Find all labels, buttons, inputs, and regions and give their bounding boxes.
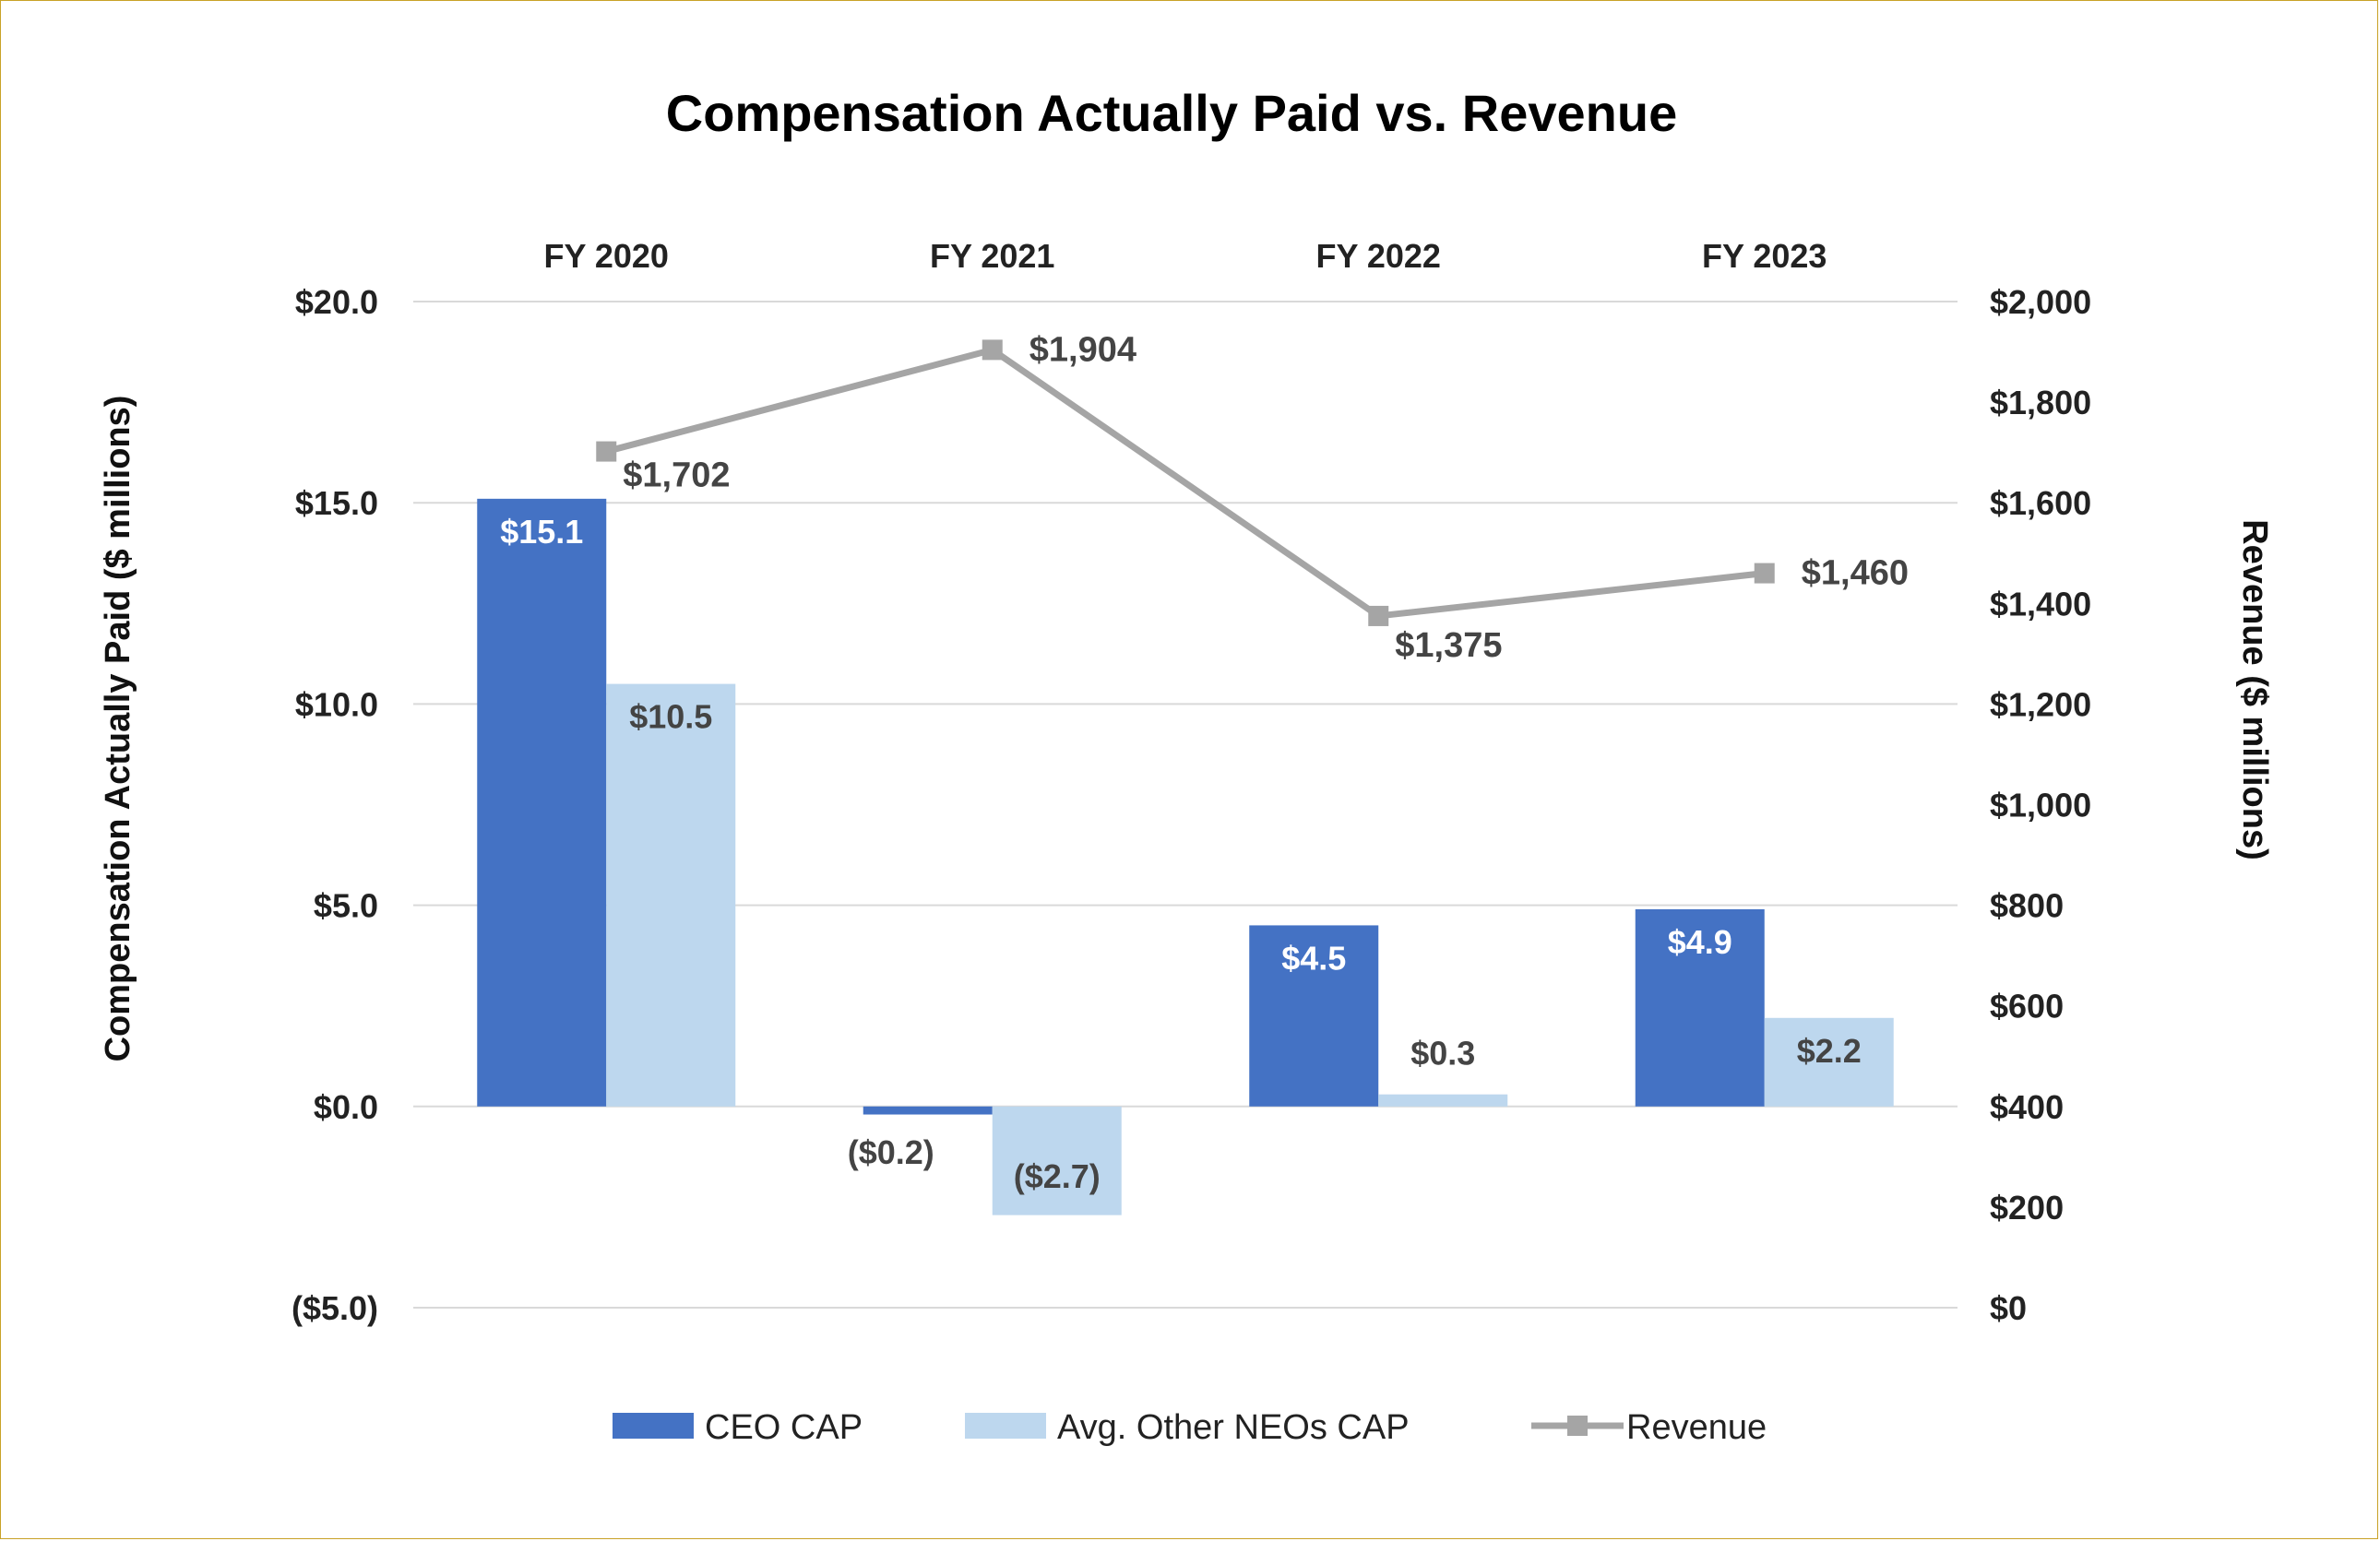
y2-tick-label: $1,400 <box>1990 585 2091 622</box>
y-tick-label: ($5.0) <box>292 1289 378 1327</box>
revenue-data-label: $1,460 <box>1802 554 1909 593</box>
y-tick-label: $5.0 <box>314 887 378 925</box>
y-axis-label: Compensation Actually Paid ($ millions) <box>99 396 137 1062</box>
legend-swatch <box>613 1413 694 1439</box>
bar-data-label: $2.2 <box>1797 1032 1862 1070</box>
right-axis-ticks: $2,000 $1,800 $1,600 $1,400 $1,200 $1,000 $800… <box>1990 283 2091 1327</box>
bar-data-label: ($0.2) <box>848 1133 934 1171</box>
bar-data-label: $4.9 <box>1668 923 1732 961</box>
data-labels: $15.1 ($0.2) $4.5 $4.9 $10.5 ($2.7) $0.3 $2.2 $1… <box>500 330 1909 1194</box>
y2-tick-label: $2,000 <box>1990 283 2091 321</box>
neo-cap-bar <box>606 683 736 1107</box>
y-tick-label: $0.0 <box>314 1088 378 1126</box>
bar-data-label: ($2.7) <box>1014 1157 1101 1195</box>
revenue-marker <box>596 441 617 462</box>
y-tick-label: $15.0 <box>295 484 378 522</box>
legend: CEO CAP Avg. Other NEOs CAP Revenue <box>613 1408 1767 1447</box>
legend-marker <box>1567 1416 1588 1436</box>
y2-tick-label: $1,800 <box>1990 384 2091 421</box>
y2-tick-label: $1,000 <box>1990 787 2091 824</box>
revenue-marker <box>982 339 1003 361</box>
category-label: FY 2022 <box>1316 237 1441 275</box>
bars <box>477 498 1894 1215</box>
legend-label: Avg. Other NEOs CAP <box>1057 1408 1410 1447</box>
y2-tick-label: $0 <box>1990 1289 2027 1327</box>
category-label: FY 2023 <box>1702 237 1827 275</box>
left-axis-ticks: $20.0 $15.0 $10.0 $5.0 $0.0 ($5.0) <box>292 283 378 1327</box>
ceo-cap-bar <box>1635 908 1765 1107</box>
revenue-marker <box>1368 605 1389 626</box>
revenue-data-label: $1,375 <box>1395 626 1502 665</box>
y2-tick-label: $800 <box>1990 887 2064 925</box>
bar-data-label: $0.3 <box>1410 1035 1475 1073</box>
ceo-cap-bar <box>863 1106 993 1115</box>
y2-tick-label: $200 <box>1990 1189 2064 1227</box>
neo-cap-bar <box>1378 1094 1508 1107</box>
category-label: FY 2021 <box>930 237 1054 275</box>
y-tick-label: $10.0 <box>295 685 378 723</box>
neo-cap-bar <box>1764 1017 1894 1107</box>
revenue-marker <box>1754 563 1775 584</box>
legend-label: Revenue <box>1626 1408 1767 1447</box>
revenue-series-line <box>605 346 1766 620</box>
y2-tick-label: $600 <box>1990 988 2064 1025</box>
revenue-data-label: $1,702 <box>623 456 730 495</box>
ceo-cap-bar <box>1249 925 1379 1107</box>
y2-axis-label: Revenue ($ millions) <box>2235 519 2274 860</box>
bar-data-label: $15.1 <box>500 513 583 551</box>
category-labels: FY 2020 FY 2021 FY 2022 FY 2023 <box>544 237 1827 275</box>
y2-tick-label: $400 <box>1990 1088 2064 1126</box>
legend-swatch <box>965 1413 1046 1439</box>
chart-title: Compensation Actually Paid vs. Revenue <box>666 84 1677 142</box>
y-tick-label: $20.0 <box>295 283 378 321</box>
category-label: FY 2020 <box>544 237 669 275</box>
bar-data-label: $10.5 <box>629 698 712 736</box>
legend-label: CEO CAP <box>705 1408 863 1447</box>
revenue-data-label: $1,904 <box>1029 330 1136 369</box>
bar-data-label: $4.5 <box>1281 939 1346 977</box>
y2-tick-label: $1,200 <box>1990 685 2091 723</box>
ceo-cap-bar <box>477 498 607 1107</box>
neo-cap-bar <box>992 1106 1122 1215</box>
revenue-line <box>596 339 1775 626</box>
y2-tick-label: $1,600 <box>1990 484 2091 522</box>
